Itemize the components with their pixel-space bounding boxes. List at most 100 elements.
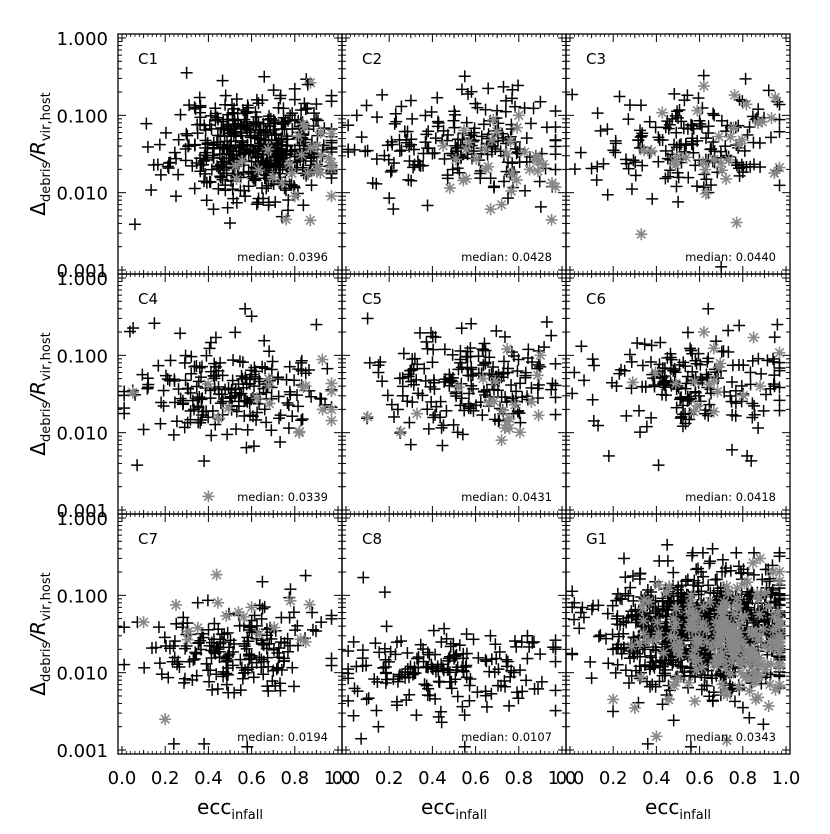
data-point-plus bbox=[160, 127, 172, 139]
data-point-plus bbox=[534, 96, 546, 108]
data-point-plus bbox=[284, 361, 296, 373]
data-point-plus bbox=[406, 353, 418, 365]
data-point-plus bbox=[283, 399, 295, 411]
data-point-plus bbox=[220, 667, 232, 679]
data-point-asterisk bbox=[316, 354, 328, 366]
data-point-asterisk bbox=[284, 595, 296, 607]
data-point-asterisk bbox=[708, 342, 720, 354]
data-point-asterisk bbox=[497, 404, 509, 416]
data-point-plus bbox=[351, 109, 363, 121]
data-point-plus bbox=[550, 164, 562, 176]
data-point-plus bbox=[586, 162, 598, 174]
data-point-asterisk bbox=[159, 713, 171, 725]
data-point-asterisk bbox=[724, 668, 736, 680]
data-point-asterisk bbox=[748, 332, 760, 344]
data-point-plus bbox=[427, 344, 439, 356]
data-point-plus bbox=[682, 326, 694, 338]
data-point-asterisk bbox=[768, 611, 780, 623]
data-point-plus bbox=[428, 625, 440, 637]
data-point-plus bbox=[273, 412, 285, 424]
data-point-asterisk bbox=[183, 625, 195, 637]
data-point-plus bbox=[448, 122, 460, 134]
data-point-asterisk bbox=[740, 98, 752, 110]
data-point-plus bbox=[356, 131, 368, 143]
data-point-plus bbox=[662, 555, 674, 567]
data-point-plus bbox=[217, 75, 229, 87]
data-point-plus bbox=[307, 624, 319, 636]
x-tick-label: 0.6 bbox=[685, 768, 714, 789]
data-point-plus bbox=[171, 415, 183, 427]
data-point-plus bbox=[566, 387, 578, 399]
data-point-asterisk bbox=[698, 326, 710, 338]
data-point-plus bbox=[359, 145, 371, 157]
median-label: median: 0.0339 bbox=[237, 490, 328, 504]
data-point-plus bbox=[752, 353, 764, 365]
x-tick-label: 0.4 bbox=[642, 768, 671, 789]
data-point-asterisk bbox=[691, 105, 703, 117]
data-point-plus bbox=[379, 586, 391, 598]
data-point-plus bbox=[154, 139, 166, 151]
data-point-asterisk bbox=[486, 134, 498, 146]
data-point-plus bbox=[191, 119, 203, 131]
data-point-plus bbox=[668, 139, 680, 151]
data-point-plus bbox=[371, 676, 383, 688]
data-point-plus bbox=[624, 349, 636, 361]
data-point-plus bbox=[747, 137, 759, 149]
data-point-asterisk bbox=[688, 406, 700, 418]
data-point-plus bbox=[138, 662, 150, 674]
data-point-asterisk bbox=[704, 596, 716, 608]
data-point-plus bbox=[687, 547, 699, 559]
data-point-plus bbox=[288, 680, 300, 692]
data-point-asterisk bbox=[212, 597, 224, 609]
data-point-asterisk bbox=[532, 369, 544, 381]
data-point-plus bbox=[454, 639, 466, 651]
data-point-asterisk bbox=[713, 361, 725, 373]
data-point-plus bbox=[584, 656, 596, 668]
data-point-plus bbox=[603, 450, 615, 462]
data-point-plus bbox=[642, 738, 654, 750]
data-point-plus bbox=[405, 95, 417, 107]
data-point-asterisk bbox=[723, 154, 735, 166]
data-point-plus bbox=[646, 339, 658, 351]
data-point-plus bbox=[485, 688, 497, 700]
data-point-plus bbox=[701, 356, 713, 368]
data-point-plus bbox=[292, 400, 304, 412]
data-point-plus bbox=[286, 662, 298, 674]
data-point-plus bbox=[180, 154, 192, 166]
data-point-plus bbox=[602, 657, 614, 669]
data-point-plus bbox=[620, 664, 632, 676]
data-point-asterisk bbox=[444, 182, 456, 194]
data-point-asterisk bbox=[635, 228, 647, 240]
x-axis-title: eccinfall bbox=[645, 795, 711, 823]
data-point-plus bbox=[587, 353, 599, 365]
y-axis-title: Δdebris/Rvir,host bbox=[26, 332, 54, 455]
data-point-asterisk bbox=[703, 378, 715, 390]
data-point-plus bbox=[237, 356, 249, 368]
data-point-plus bbox=[224, 217, 236, 229]
data-point-plus bbox=[668, 88, 680, 100]
data-point-plus bbox=[162, 672, 174, 684]
data-point-plus bbox=[222, 687, 234, 699]
data-point-plus bbox=[478, 386, 490, 398]
y-tick-label: 0.010 bbox=[56, 424, 108, 445]
data-point-plus bbox=[702, 303, 714, 315]
data-point-plus bbox=[610, 667, 622, 679]
data-point-plus bbox=[237, 673, 249, 685]
data-point-plus bbox=[180, 128, 192, 140]
data-point-plus bbox=[479, 654, 491, 666]
data-point-plus bbox=[410, 709, 422, 721]
data-point-plus bbox=[521, 132, 533, 144]
data-point-plus bbox=[614, 90, 626, 102]
data-point-plus bbox=[752, 103, 764, 115]
data-point-asterisk bbox=[708, 406, 720, 418]
data-point-asterisk bbox=[643, 596, 655, 608]
data-point-plus bbox=[497, 81, 509, 93]
data-point-plus bbox=[480, 104, 492, 116]
y-tick-label: 1.000 bbox=[56, 29, 108, 50]
data-point-plus bbox=[535, 201, 547, 213]
data-point-asterisk bbox=[754, 552, 766, 564]
data-point-plus bbox=[383, 656, 395, 668]
